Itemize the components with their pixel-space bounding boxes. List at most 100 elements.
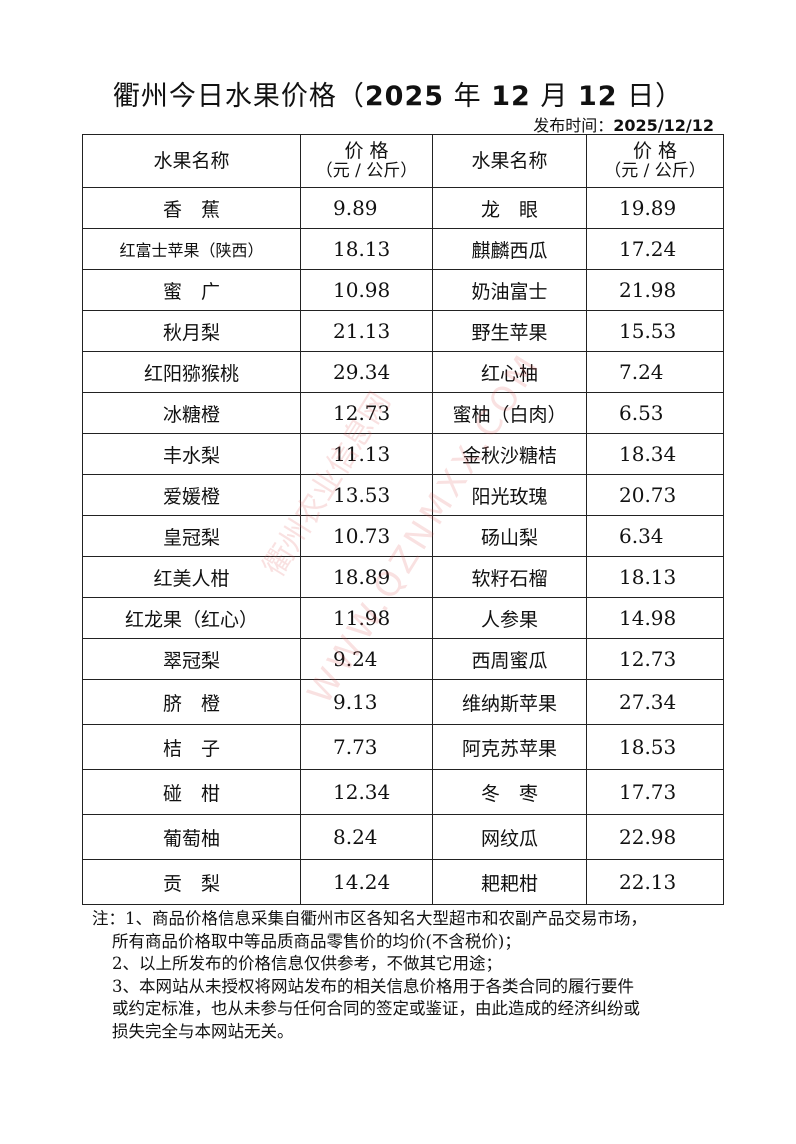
fruit-price: 17.24 (586, 228, 724, 270)
fruit-name: 西周蜜瓜 (432, 638, 587, 680)
fruit-price: 6.53 (586, 392, 724, 434)
fruit-price: 18.13 (300, 228, 433, 270)
fruit-name: 红心柚 (432, 351, 587, 393)
note-line: 2、以上所发布的价格信息仅供参考，不做其它用途； (112, 954, 502, 973)
fruit-price: 10.98 (300, 269, 433, 311)
fruit-name: 翠冠梨 (82, 638, 301, 680)
fruit-name: 爱媛橙 (82, 474, 301, 516)
table-row: 桔 子 7.73 阿克苏苹果 18.53 (82, 724, 724, 770)
note-line: 损失完全与本网站无关。 (112, 1021, 294, 1041)
fruit-name: 蜜柚（白肉） (432, 392, 587, 434)
fruit-price: 7.24 (586, 351, 724, 393)
fruit-name: 冬 枣 (432, 769, 587, 815)
fruit-name: 丰水梨 (82, 433, 301, 475)
fruit-price: 14.98 (586, 597, 724, 639)
fruit-price: 15.53 (586, 310, 724, 352)
fruit-price: 6.34 (586, 515, 724, 557)
fruit-name: 桔 子 (82, 724, 301, 770)
publish-time: 发布时间：2025/12/12 (533, 116, 714, 135)
price-table: 水果名称 价 格（元 / 公斤） 水果名称 价 格（元 / 公斤） 香 蕉 9.8… (82, 134, 724, 905)
fruit-price: 10.73 (300, 515, 433, 557)
fruit-price: 7.73 (300, 724, 433, 770)
fruit-name: 香 蕉 (82, 187, 301, 229)
fruit-name: 脐 橙 (82, 679, 301, 725)
fruit-price: 12.73 (586, 638, 724, 680)
note-line: 所有商品价格取中等品质商品零售价的均价(不含税价)； (112, 931, 521, 951)
table-row: 皇冠梨 10.73 砀山梨 6.34 (82, 515, 724, 557)
table-row: 秋月梨 21.13 野生苹果 15.53 (82, 310, 724, 352)
fruit-name: 维纳斯苹果 (432, 679, 587, 725)
fruit-name: 葡萄柚 (82, 814, 301, 860)
fruit-price: 19.89 (586, 187, 724, 229)
fruit-name: 人参果 (432, 597, 587, 639)
table-row: 碰 柑 12.34 冬 枣 17.73 (82, 769, 724, 815)
fruit-price: 11.13 (300, 433, 433, 475)
fruit-name: 红阳猕猴桃 (82, 351, 301, 393)
table-row: 红龙果（红心） 11.98 人参果 14.98 (82, 597, 724, 639)
fruit-price: 13.53 (300, 474, 433, 516)
fruit-price: 14.24 (300, 859, 433, 905)
fruit-name: 蜜 广 (82, 269, 301, 311)
notes: 注：1、商品价格信息采集自衢州市区各知名大型超市和农副产品交易市场， 所有商品价… (92, 908, 742, 1043)
fruit-name: 阳光玫瑰 (432, 474, 587, 516)
fruit-name: 红富士苹果（陕西） (82, 228, 301, 270)
header-name: 水果名称 (432, 134, 587, 188)
fruit-price: 8.24 (300, 814, 433, 860)
fruit-price: 9.13 (300, 679, 433, 725)
table-row: 翠冠梨 9.24 西周蜜瓜 12.73 (82, 638, 724, 680)
page-title: 衢州今日水果价格（2025 年 12 月 12 日） (112, 81, 684, 112)
fruit-name: 砀山梨 (432, 515, 587, 557)
fruit-price: 17.73 (586, 769, 724, 815)
fruit-price: 9.89 (300, 187, 433, 229)
fruit-name: 贡 梨 (82, 859, 301, 905)
note-line: 或约定标准，也从未参与任何合同的签定或鉴证，由此造成的经济纠纷或 (112, 999, 640, 1018)
table-row: 脐 橙 9.13 维纳斯苹果 27.34 (82, 679, 724, 725)
fruit-name: 耙耙柑 (432, 859, 587, 905)
fruit-name: 龙 眼 (432, 187, 587, 229)
fruit-name: 奶油富士 (432, 269, 587, 311)
table-row: 爱媛橙 13.53 阳光玫瑰 20.73 (82, 474, 724, 516)
header-price: 价 格（元 / 公斤） (300, 134, 433, 188)
note-line: 注：1、商品价格信息采集自衢州市区各知名大型超市和农副产品交易市场， (92, 909, 647, 928)
header-price: 价 格（元 / 公斤） (586, 134, 724, 188)
fruit-price: 12.34 (300, 769, 433, 815)
header-name: 水果名称 (82, 134, 301, 188)
fruit-name: 红美人柑 (82, 556, 301, 598)
table-row: 贡 梨 14.24 耙耙柑 22.13 (82, 859, 724, 905)
fruit-name: 红龙果（红心） (82, 597, 301, 639)
fruit-name: 野生苹果 (432, 310, 587, 352)
fruit-price: 18.34 (586, 433, 724, 475)
fruit-name: 秋月梨 (82, 310, 301, 352)
table-row: 红富士苹果（陕西） 18.13 麒麟西瓜 17.24 (82, 228, 724, 270)
table-row: 冰糖橙 12.73 蜜柚（白肉） 6.53 (82, 392, 724, 434)
fruit-price: 29.34 (300, 351, 433, 393)
fruit-name: 碰 柑 (82, 769, 301, 815)
note-line: 3、本网站从未授权将网站发布的相关信息价格用于各类合同的履行要件 (112, 976, 634, 996)
fruit-name: 麒麟西瓜 (432, 228, 587, 270)
table-header: 水果名称 价 格（元 / 公斤） 水果名称 价 格（元 / 公斤） (82, 134, 724, 188)
fruit-name: 金秋沙糖桔 (432, 433, 587, 475)
fruit-price: 27.34 (586, 679, 724, 725)
fruit-name: 网纹瓜 (432, 814, 587, 860)
fruit-price: 21.98 (586, 269, 724, 311)
fruit-price: 18.13 (586, 556, 724, 598)
fruit-price: 21.13 (300, 310, 433, 352)
fruit-price: 18.53 (586, 724, 724, 770)
fruit-price: 20.73 (586, 474, 724, 516)
fruit-name: 软籽石榴 (432, 556, 587, 598)
table-row: 葡萄柚 8.24 网纹瓜 22.98 (82, 814, 724, 860)
table-row: 香 蕉 9.89 龙 眼 19.89 (82, 187, 724, 229)
fruit-price: 22.98 (586, 814, 724, 860)
fruit-name: 冰糖橙 (82, 392, 301, 434)
fruit-price: 11.98 (300, 597, 433, 639)
table-row: 蜜 广 10.98 奶油富士 21.98 (82, 269, 724, 311)
table-row: 丰水梨 11.13 金秋沙糖桔 18.34 (82, 433, 724, 475)
table-row: 红阳猕猴桃 29.34 红心柚 7.24 (82, 351, 724, 393)
fruit-name: 皇冠梨 (82, 515, 301, 557)
fruit-price: 12.73 (300, 392, 433, 434)
fruit-price: 18.89 (300, 556, 433, 598)
fruit-price: 22.13 (586, 859, 724, 905)
table-row: 红美人柑 18.89 软籽石榴 18.13 (82, 556, 724, 598)
fruit-name: 阿克苏苹果 (432, 724, 587, 770)
fruit-price: 9.24 (300, 638, 433, 680)
